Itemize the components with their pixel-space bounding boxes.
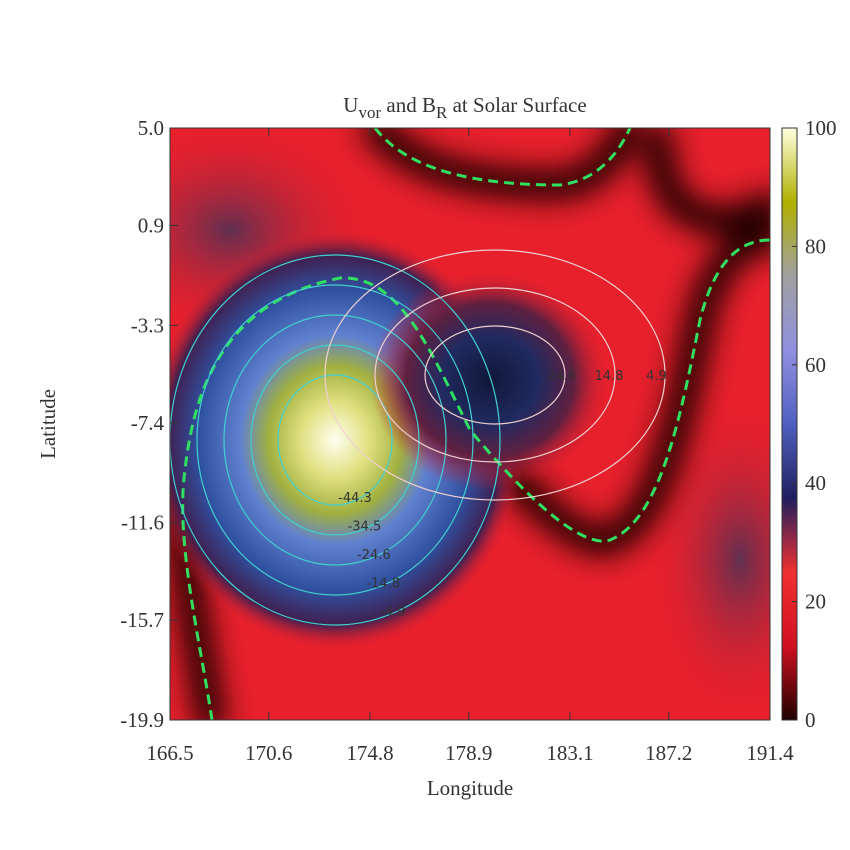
- y-tick-label: -19.9: [120, 708, 164, 732]
- contour-line: [250, 344, 420, 536]
- colorbar-tick-label: 20: [805, 590, 826, 614]
- x-tick-label: 183.1: [546, 741, 593, 765]
- colorbar-tick-label: 0: [805, 708, 816, 732]
- y-tick-label: -3.3: [131, 313, 164, 337]
- y-tick-label: 0.9: [138, 213, 164, 237]
- contour-line: [277, 374, 393, 506]
- contour-label: -4.9: [380, 605, 405, 620]
- x-axis-label: Longitude: [427, 776, 513, 800]
- title-part: R: [436, 103, 448, 122]
- x-tick-label: 191.4: [746, 741, 794, 765]
- colorbar-tick-label: 40: [805, 471, 826, 495]
- colorbar-tick-label: 60: [805, 353, 826, 377]
- contour-label: 24.6: [547, 369, 576, 384]
- field: -4.9 -14.8 -24.6 -34.5 -44.3 4.9 14.8 24.6: [170, 128, 770, 720]
- contour-label: 14.8: [595, 369, 624, 384]
- x-tick-label: 174.8: [346, 741, 393, 765]
- title-part: and B: [381, 93, 436, 117]
- contour-label: -44.3: [338, 491, 372, 506]
- plot-frame: [169, 127, 771, 721]
- contour-line: [223, 314, 447, 566]
- title-part: at Solar Surface: [447, 93, 586, 117]
- x-tick-label: 187.2: [645, 741, 692, 765]
- contour-line: [424, 325, 566, 425]
- title-part: U: [343, 93, 358, 117]
- contour-label: -24.6: [357, 548, 391, 563]
- contour-line: [374, 287, 616, 463]
- x-tick-label: 178.9: [445, 741, 492, 765]
- title-part: vor: [358, 103, 381, 122]
- contour-line: [196, 284, 474, 596]
- colorbar-tick-label: 100: [805, 116, 837, 140]
- y-tick-label: -7.4: [131, 411, 165, 435]
- y-axis-label: Latitude: [36, 389, 60, 459]
- contour-label: -14.8: [366, 576, 400, 591]
- x-tick-label: 166.5: [146, 741, 193, 765]
- y-tick-label: 5.0: [138, 116, 164, 140]
- contour-line: [170, 254, 501, 626]
- contour-label: -34.5: [348, 519, 382, 534]
- y-tick-label: -11.6: [121, 511, 164, 535]
- x-tick-label: 170.6: [245, 741, 292, 765]
- contour-label: 4.9: [646, 369, 667, 384]
- contour-line: [324, 249, 666, 501]
- y-tick-label: -15.7: [120, 608, 164, 632]
- colorbar: [781, 127, 798, 721]
- chart-title: Uvor and BR at Solar Surface: [343, 93, 586, 122]
- colorbar-tick-label: 80: [805, 234, 826, 258]
